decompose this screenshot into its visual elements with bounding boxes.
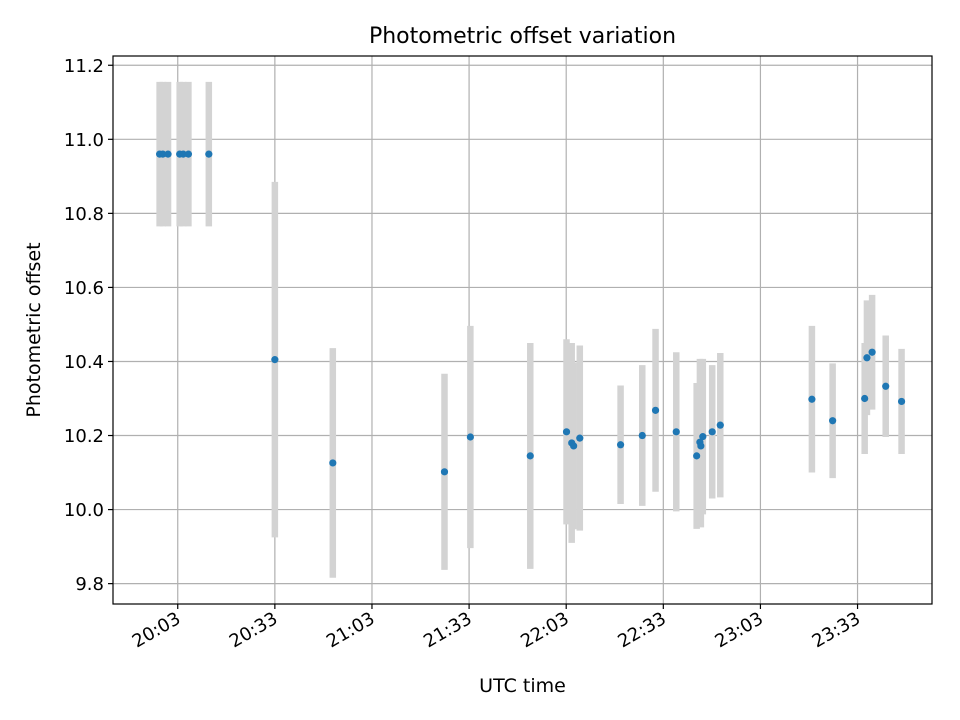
data-point	[205, 150, 213, 158]
data-point	[159, 150, 167, 158]
data-point	[562, 428, 571, 436]
y-tick-label: 10.2	[64, 426, 104, 447]
chart-title: Photometric offset variation	[369, 24, 676, 49]
data-point	[440, 468, 449, 476]
y-tick-label: 10.8	[64, 204, 104, 225]
data-point	[897, 397, 906, 406]
y-tick-label: 11.2	[64, 56, 104, 77]
data-point	[863, 354, 871, 362]
data-point	[271, 356, 279, 364]
y-tick-label: 9.8	[75, 574, 104, 595]
data-point	[638, 431, 646, 440]
data-point	[861, 394, 869, 403]
data-point	[808, 395, 816, 403]
data-point	[672, 428, 680, 436]
data-point	[576, 434, 584, 442]
y-tick-label: 10.0	[64, 500, 104, 521]
data-point	[882, 382, 890, 390]
y-axis-ticks: 9.8 10.0 10.2 10.4 10.6 10.8 11.0 11.2	[64, 56, 113, 595]
data-point	[868, 348, 876, 356]
data-point	[466, 433, 474, 441]
data-point	[164, 150, 172, 158]
data-point	[699, 433, 707, 441]
data-point	[708, 428, 716, 436]
y-tick-label: 10.6	[64, 278, 104, 299]
data-point	[179, 150, 187, 158]
data-point	[693, 452, 701, 460]
plot-frame	[112, 55, 933, 605]
data-point	[697, 442, 705, 450]
data-point	[526, 452, 534, 460]
data-point	[651, 406, 660, 414]
data-points	[156, 150, 906, 476]
data-point	[184, 150, 193, 158]
y-axis-label: Photometric offset	[23, 242, 45, 417]
data-point	[616, 441, 625, 449]
x-axis-label: UTC time	[479, 675, 566, 697]
grid-lines	[113, 56, 932, 604]
data-point	[329, 459, 337, 467]
data-point	[716, 421, 724, 429]
y-tick-label: 11.0	[64, 130, 104, 151]
data-point	[570, 442, 578, 450]
data-point	[829, 417, 837, 425]
y-tick-label: 10.4	[64, 352, 104, 373]
